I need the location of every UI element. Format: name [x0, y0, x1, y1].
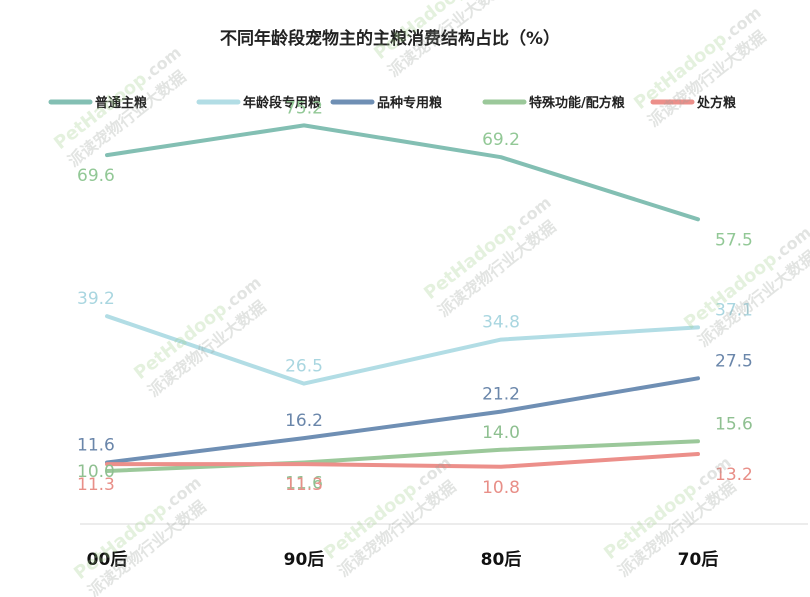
- legend-label-2: 年龄段专用粮: [243, 95, 322, 111]
- series-5-label-2: 11.3: [285, 475, 323, 495]
- series-5-label-1: 11.3: [77, 475, 115, 495]
- series-4-label-4: 15.6: [715, 414, 753, 434]
- series-5-label-3: 10.8: [482, 478, 520, 498]
- series-5-line: [105, 452, 700, 469]
- data-labels: 69.6 75.2 69.2 57.5 39.2 26.5 34.8 37.1 11.6 16.2…: [77, 98, 753, 497]
- series-3-line: [105, 376, 700, 465]
- legend-label-4: 特殊功能/配方粮: [529, 95, 626, 111]
- series-layer: [105, 123, 700, 473]
- legend: 普通主粮 年龄段专用粮 品种专用粮 特殊功能/配方粮 处方粮: [48, 95, 737, 111]
- series-4-label-2: 11.6: [285, 474, 323, 494]
- category-label-2: 90后: [284, 550, 325, 570]
- series-1-line: [105, 123, 700, 222]
- series-1-label-3: 69.2: [482, 130, 520, 150]
- series-2-label-2: 26.5: [285, 357, 323, 377]
- legend-label-5: 处方粮: [696, 95, 737, 111]
- series-3-label-3: 21.2: [482, 385, 520, 405]
- series-4-label-1: 10.0: [77, 462, 115, 482]
- series-2-line: [105, 314, 700, 386]
- series-3-label-4: 27.5: [715, 351, 753, 371]
- series-1-label-4: 57.5: [715, 230, 753, 250]
- legend-label-3: 品种专用粮: [377, 95, 443, 111]
- series-4-label-3: 14.0: [482, 423, 520, 443]
- series-1-label-1: 69.6: [77, 166, 115, 186]
- chart-title: 不同年龄段宠物主的主粮消费结构占比（%）: [220, 28, 560, 49]
- series-1-label-2: 75.2: [285, 98, 323, 118]
- series-3-label-1: 11.6: [77, 436, 115, 456]
- series-3-label-2: 16.2: [285, 411, 323, 431]
- category-label-4: 70后: [678, 550, 719, 570]
- series-2-label-3: 34.8: [482, 313, 520, 333]
- series-2-label-4: 37.1: [715, 300, 753, 320]
- series-2-label-1: 39.2: [77, 289, 115, 309]
- category-label-3: 80后: [481, 550, 522, 570]
- series-5-label-4: 13.2: [715, 465, 753, 485]
- category-labels: 00后 90后 80后 70后: [87, 550, 719, 570]
- category-label-1: 00后: [87, 550, 128, 570]
- series-4-line: [105, 439, 700, 473]
- legend-label-1: 普通主粮: [95, 95, 148, 111]
